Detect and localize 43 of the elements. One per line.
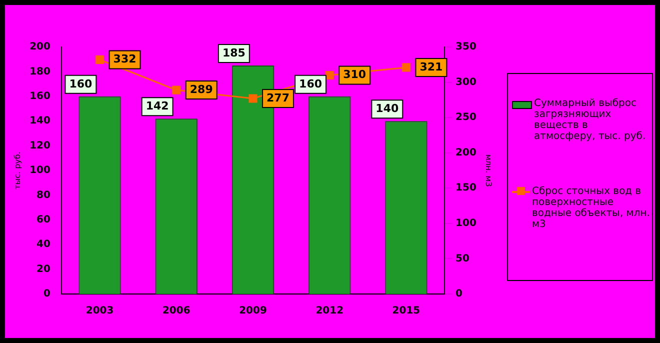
- data-label: 277: [266, 91, 290, 104]
- y-tick-label: 80: [36, 190, 51, 201]
- y2-tick-label: 0: [456, 288, 463, 300]
- y-tick-label: 20: [36, 264, 51, 275]
- data-label: 321: [420, 60, 443, 74]
- y2-tick-label: 350: [456, 42, 476, 53]
- data-label: 310: [343, 68, 366, 82]
- y-tick-label: 0: [44, 288, 51, 300]
- y-tick-label: 180: [30, 66, 51, 78]
- y-tick-label: 40: [36, 239, 51, 250]
- y-tick-label: 60: [36, 214, 51, 226]
- data-label: 332: [113, 52, 136, 66]
- point: [402, 63, 411, 72]
- y2-tick-label: 300: [456, 76, 476, 88]
- y-tick-label: 120: [30, 140, 51, 152]
- point: [172, 86, 181, 94]
- y2-tick-label: 150: [456, 182, 476, 194]
- y2-tick-label: 50: [456, 253, 470, 264]
- y-tick-label: 140: [30, 116, 51, 127]
- data-label: 185: [222, 46, 246, 60]
- y-tick-label: 200: [30, 42, 51, 53]
- y-tick-label: 160: [30, 90, 51, 102]
- data-label: 160: [299, 77, 322, 90]
- data-label: 142: [146, 99, 169, 112]
- x-tick-label: 2015: [392, 306, 420, 317]
- y2-tick-label: 200: [456, 147, 476, 158]
- legend-label: Сброс сточных вод в поверхностные водные объекты, млн. м3: [532, 186, 650, 230]
- point: [95, 55, 104, 64]
- data-label: 289: [190, 82, 213, 96]
- data-label: 140: [376, 102, 399, 115]
- x-tick-label: 2009: [239, 306, 267, 317]
- y-tick-label: 100: [30, 165, 51, 176]
- legend-label: Суммарный выброс загрязняющих веществ в атмосферу, тыс. руб.: [534, 98, 647, 142]
- x-tick-label: 2003: [86, 306, 114, 317]
- point: [325, 70, 334, 80]
- y-axis-title: тыс. руб.: [12, 152, 22, 190]
- x-tick-label: 2012: [316, 306, 344, 317]
- point: [248, 94, 258, 103]
- y2-tick-label: 250: [456, 112, 476, 124]
- y2-tick-label: 100: [456, 218, 476, 230]
- data-label: 160: [69, 77, 93, 90]
- x-tick-label: 2006: [162, 306, 190, 317]
- y2-axis-title: млн. м3: [484, 154, 494, 187]
